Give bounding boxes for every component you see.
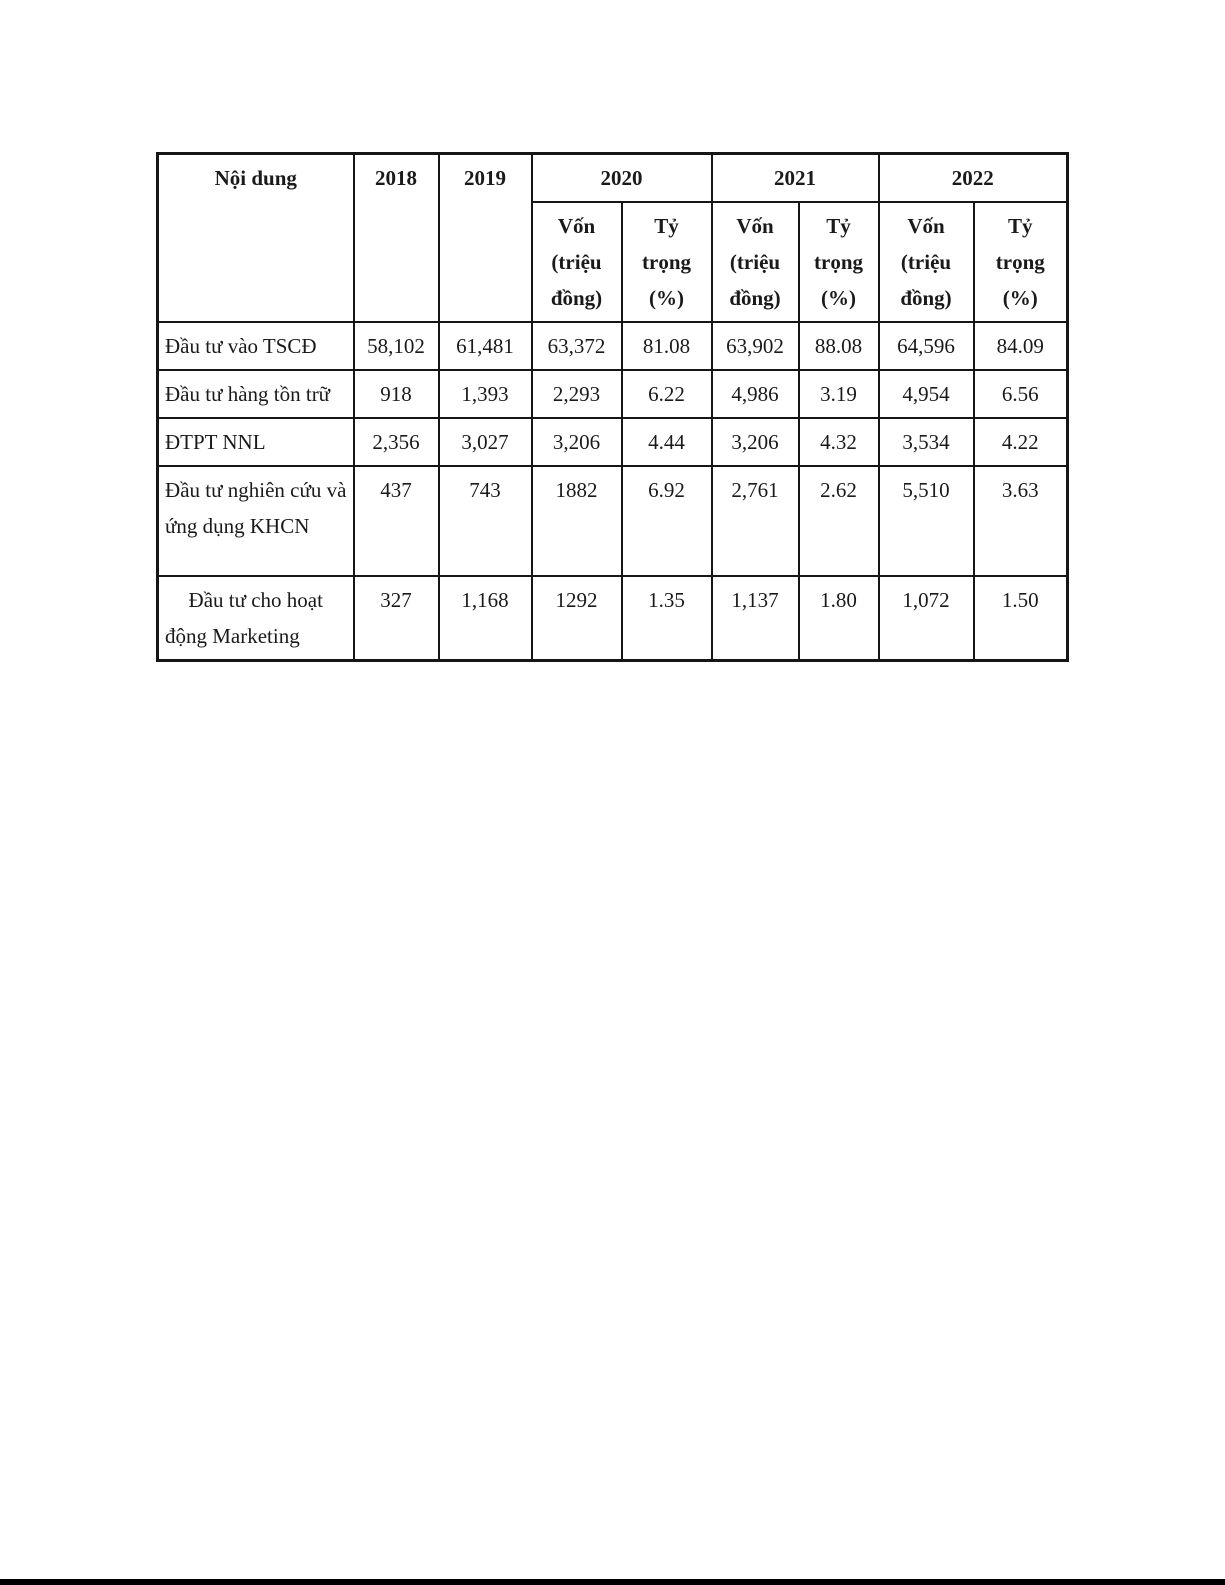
cell-value: 3.63 — [972, 465, 1069, 577]
table-row: ĐTPT NNL 2,356 3,027 3,206 4.44 3,206 4.… — [156, 417, 1069, 467]
subheader-tytrong-2022: Tỷ trọng (%) — [972, 201, 1069, 323]
col-header-2021: 2021 — [710, 152, 880, 203]
cell-value: 437 — [352, 465, 440, 577]
cell-value: 1.80 — [797, 575, 880, 662]
cell-value: 61,481 — [437, 321, 533, 371]
cell-value: 2,293 — [530, 369, 623, 419]
cell-value: 63,902 — [710, 321, 800, 371]
cell-value: 1882 — [530, 465, 623, 577]
row-label: Đầu tư vào TSCĐ — [156, 321, 355, 371]
cell-value: 58,102 — [352, 321, 440, 371]
table-row: Đầu tư nghiên cứu và ứng dụng KHCN 437 7… — [156, 465, 1069, 577]
col-header-2020: 2020 — [530, 152, 713, 203]
subheader-tytrong-2020: Tỷ trọng (%) — [620, 201, 713, 323]
scan-edge-bar — [0, 1579, 1225, 1585]
cell-value: 1.50 — [972, 575, 1069, 662]
cell-value: 1,072 — [877, 575, 975, 662]
col-header-2022: 2022 — [877, 152, 1069, 203]
cell-value: 2.62 — [797, 465, 880, 577]
cell-value: 63,372 — [530, 321, 623, 371]
table-row: Đầu tư vào TSCĐ 58,102 61,481 63,372 81.… — [156, 321, 1069, 371]
cell-value: 1,393 — [437, 369, 533, 419]
cell-value: 1.35 — [620, 575, 713, 662]
col-header-noi-dung: Nội dung — [156, 152, 355, 323]
col-header-2019: 2019 — [437, 152, 533, 323]
cell-value: 3,534 — [877, 417, 975, 467]
table-row: Đầu tư hàng tồn trữ 918 1,393 2,293 6.22… — [156, 369, 1069, 419]
cell-value: 6.56 — [972, 369, 1069, 419]
cell-value: 64,596 — [877, 321, 975, 371]
row-label: Đầu tư cho hoạt động Marketing — [156, 575, 355, 662]
col-header-2018: 2018 — [352, 152, 440, 323]
cell-value: 3,027 — [437, 417, 533, 467]
investment-table: Nội dung 2018 2019 2020 2021 2022 Vốn (t… — [156, 152, 1069, 662]
cell-value: 918 — [352, 369, 440, 419]
cell-value: 81.08 — [620, 321, 713, 371]
cell-value: 327 — [352, 575, 440, 662]
subheader-von-2020: Vốn (triệu đồng) — [530, 201, 623, 323]
subheader-von-2021: Vốn (triệu đồng) — [710, 201, 800, 323]
cell-value: 88.08 — [797, 321, 880, 371]
cell-value: 4,954 — [877, 369, 975, 419]
cell-value: 1,137 — [710, 575, 800, 662]
header-row-years: Nội dung 2018 2019 2020 2021 2022 — [156, 152, 1069, 323]
cell-value: 4,986 — [710, 369, 800, 419]
header-row-subcolumns: Vốn (triệu đồng) Tỷ trọng (%) Vốn (triệu… — [158, 201, 1069, 323]
cell-value: 2,356 — [352, 417, 440, 467]
cell-value: 1,168 — [437, 575, 533, 662]
cell-value: 1292 — [530, 575, 623, 662]
cell-value: 4.44 — [620, 417, 713, 467]
cell-value: 6.22 — [620, 369, 713, 419]
cell-value: 2,761 — [710, 465, 800, 577]
cell-value: 4.22 — [972, 417, 1069, 467]
cell-value: 6.92 — [620, 465, 713, 577]
subheader-tytrong-2021: Tỷ trọng (%) — [797, 201, 880, 323]
cell-value: 5,510 — [877, 465, 975, 577]
row-label: Đầu tư nghiên cứu và ứng dụng KHCN — [156, 465, 355, 577]
cell-value: 84.09 — [972, 321, 1069, 371]
cell-value: 3.19 — [797, 369, 880, 419]
row-label: Đầu tư hàng tồn trữ — [156, 369, 355, 419]
row-label: ĐTPT NNL — [156, 417, 355, 467]
cell-value: 4.32 — [797, 417, 880, 467]
cell-value: 3,206 — [710, 417, 800, 467]
subheader-von-2022: Vốn (triệu đồng) — [877, 201, 975, 323]
cell-value: 743 — [437, 465, 533, 577]
cell-value: 3,206 — [530, 417, 623, 467]
table-row: Đầu tư cho hoạt động Marketing 327 1,168… — [156, 575, 1069, 662]
